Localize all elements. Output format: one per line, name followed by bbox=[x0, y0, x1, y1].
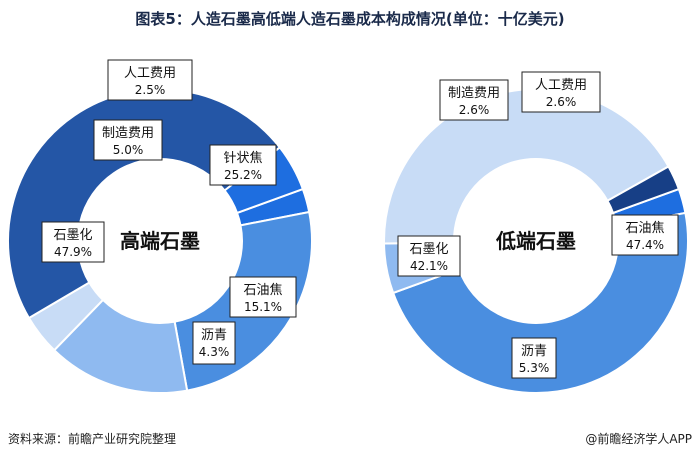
donut-center-label-1: 高端石墨 bbox=[120, 229, 200, 253]
slice-value: 25.2% bbox=[224, 168, 262, 182]
slice-name: 制造费用 bbox=[448, 86, 500, 101]
label-box bbox=[511, 337, 557, 379]
label-box bbox=[41, 221, 105, 263]
slice-label-2-5: 制造费用 2.6% bbox=[439, 79, 509, 121]
slice-2-5 bbox=[606, 165, 681, 215]
label-box bbox=[229, 276, 297, 318]
donut-chart-1: 高端石墨 人工费用 2.5% 针状焦 25.2% 石油焦 15.1% 沥青 4.3% 石墨化 47.… bbox=[6, 59, 313, 394]
slice-name: 人工费用 bbox=[535, 78, 587, 93]
slice-value: 4.3% bbox=[199, 345, 230, 359]
donut-center-label-2: 低端石墨 bbox=[495, 229, 576, 253]
slice-label-2-1: 人工费用 2.6% bbox=[521, 71, 601, 113]
brand-note: @前瞻经济学人APP bbox=[585, 432, 692, 446]
slice-label-2-4: 石墨化 42.1% bbox=[397, 235, 461, 277]
label-box bbox=[107, 59, 193, 101]
slice-value: 47.9% bbox=[54, 245, 92, 259]
slice-value: 15.1% bbox=[244, 300, 282, 314]
label-box bbox=[397, 235, 461, 277]
slice-label-2-2: 石油焦 47.4% bbox=[611, 214, 679, 256]
slice-value: 2.5% bbox=[135, 83, 166, 97]
source-note: 资料来源：前瞻产业研究院整理 bbox=[8, 432, 177, 446]
donut-chart-2: 低端石墨 人工费用 2.6% 石油焦 47.4% 沥青 5.3% 石墨化 42.1% 制造费用 2.… bbox=[383, 71, 689, 394]
slice-value: 47.4% bbox=[626, 238, 664, 252]
slice-name: 石油焦 bbox=[243, 283, 282, 298]
slice-name: 人工费用 bbox=[124, 66, 176, 81]
slice-label-1-6: 制造费用 5.0% bbox=[93, 119, 163, 161]
slice-name: 石油焦 bbox=[625, 221, 664, 236]
slice-name: 石墨化 bbox=[409, 242, 448, 257]
label-box bbox=[192, 321, 236, 365]
slice-name: 制造费用 bbox=[102, 126, 154, 141]
slice-label-1-4: 沥青 4.3% bbox=[192, 321, 236, 365]
slice-2-2 bbox=[391, 211, 689, 394]
slice-value: 2.6% bbox=[546, 95, 577, 109]
slice-label-1-5: 石墨化 47.9% bbox=[41, 221, 105, 263]
label-box bbox=[439, 79, 509, 121]
slice-name: 针状焦 bbox=[223, 151, 262, 166]
slice-label-1-3: 石油焦 15.1% bbox=[229, 276, 297, 318]
slice-name: 石墨化 bbox=[53, 228, 92, 243]
label-box bbox=[93, 119, 163, 161]
chart-title: 图表5：人造石墨高低端人造石墨成本构成情况(单位：十亿美元) bbox=[135, 10, 565, 28]
label-box bbox=[521, 71, 601, 113]
slice-label-1-2: 针状焦 25.2% bbox=[209, 144, 277, 186]
label-box bbox=[611, 214, 679, 256]
slice-2-4 bbox=[383, 88, 670, 245]
slice-label-1-1: 人工费用 2.5% bbox=[107, 59, 193, 101]
slice-value: 5.0% bbox=[113, 143, 144, 157]
slice-value: 5.3% bbox=[519, 361, 550, 375]
slice-value: 42.1% bbox=[410, 259, 448, 273]
slice-name: 沥青 bbox=[201, 328, 227, 343]
label-box bbox=[209, 144, 277, 186]
slice-value: 2.6% bbox=[459, 103, 490, 117]
slice-name: 沥青 bbox=[521, 344, 547, 359]
slice-label-2-3: 沥青 5.3% bbox=[511, 337, 557, 379]
